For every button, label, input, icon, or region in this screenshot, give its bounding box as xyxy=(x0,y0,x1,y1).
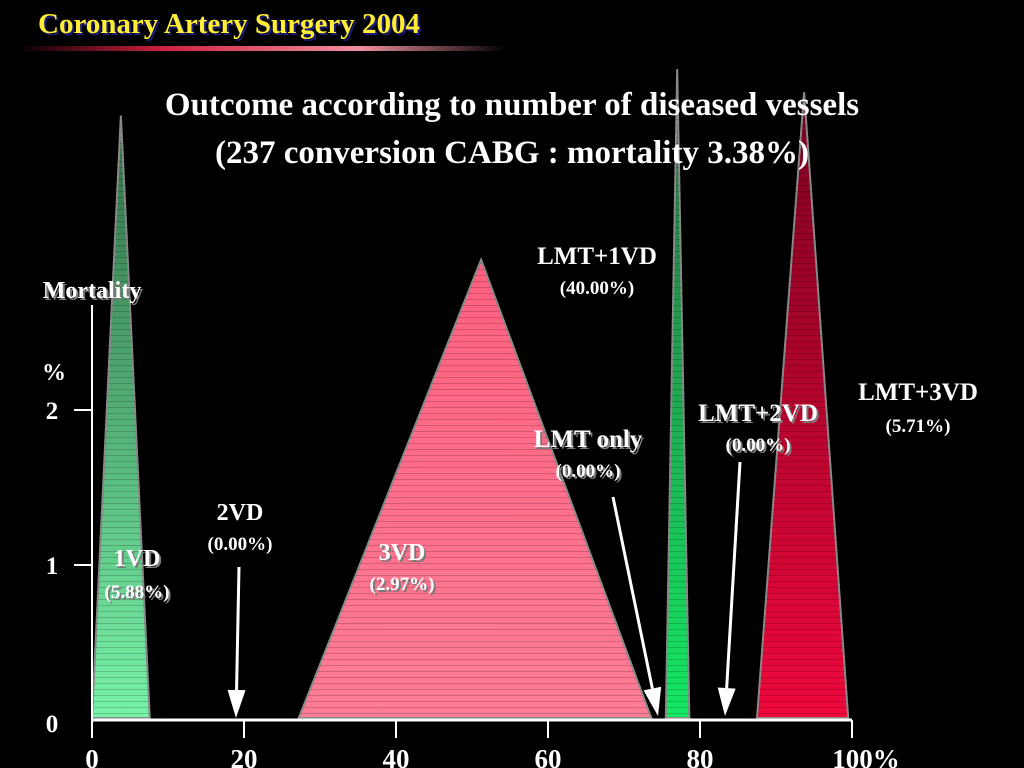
slide-title-line2: (237 conversion CABG : mortality 3.38%) xyxy=(215,135,809,171)
value-label-1vd: (5.88%) xyxy=(105,582,170,603)
y-tick-label: 0 xyxy=(46,711,59,738)
label-lmt-2vd: LMT+2VD xyxy=(698,400,818,427)
bar-stripes-lmt-3vd xyxy=(757,92,849,718)
slide-title-line1: Outcome according to number of diseased … xyxy=(164,87,860,123)
arrow-head xyxy=(717,687,736,716)
y-axis-title: Mortality xyxy=(43,278,142,304)
x-tick-label: 100% xyxy=(832,744,900,768)
label-1vd: 1VD xyxy=(114,546,161,572)
slide-title: Outcome according to number of diseased … xyxy=(0,81,1024,177)
arrow-lmt-only xyxy=(611,496,662,716)
header-title: Coronary Artery Surgery 2004 xyxy=(38,8,421,40)
y-axis-unit: % xyxy=(42,360,66,386)
label-lmt-only: LMT only xyxy=(534,426,643,453)
value-label-lmt-only: (0.00%) xyxy=(556,461,621,482)
value-label-lmt-2vd: (0.00%) xyxy=(726,435,791,456)
label-lmt-3vd: LMT+3VD xyxy=(858,379,978,406)
arrow-2vd xyxy=(227,566,246,718)
value-label-lmt-1vd: (40.00%) xyxy=(560,278,634,299)
arrow-shaft xyxy=(725,461,742,689)
arrow-head xyxy=(643,686,662,716)
label-lmt-1vd: LMT+1VD xyxy=(537,243,657,270)
value-label-3vd: (2.97%) xyxy=(370,574,435,595)
arrow-head xyxy=(227,689,246,718)
value-label-lmt-3vd: (5.71%) xyxy=(886,416,951,437)
arrow-shaft xyxy=(235,566,241,691)
arrow-lmt-2vd xyxy=(717,461,742,716)
bar-stripes-1vd xyxy=(92,115,150,718)
x-tick-label: 0 xyxy=(85,744,99,768)
value-label-2vd: (0.00%) xyxy=(208,534,273,555)
x-tick-label: 20 xyxy=(231,744,258,768)
y-tick-label: 2 xyxy=(46,398,59,425)
header-underline xyxy=(16,46,506,51)
label-2vd: 2VD xyxy=(217,500,264,526)
label-3vd: 3VD xyxy=(379,540,426,566)
arrow-shaft xyxy=(611,496,654,689)
x-tick-label: 40 xyxy=(383,744,410,768)
y-tick-label: 1 xyxy=(46,553,59,580)
x-tick-label: 60 xyxy=(535,744,562,768)
x-tick-label: 80 xyxy=(687,744,714,768)
bar-stripes-3vd xyxy=(298,259,652,718)
bar-stripes-lmt-1vd xyxy=(665,69,690,718)
